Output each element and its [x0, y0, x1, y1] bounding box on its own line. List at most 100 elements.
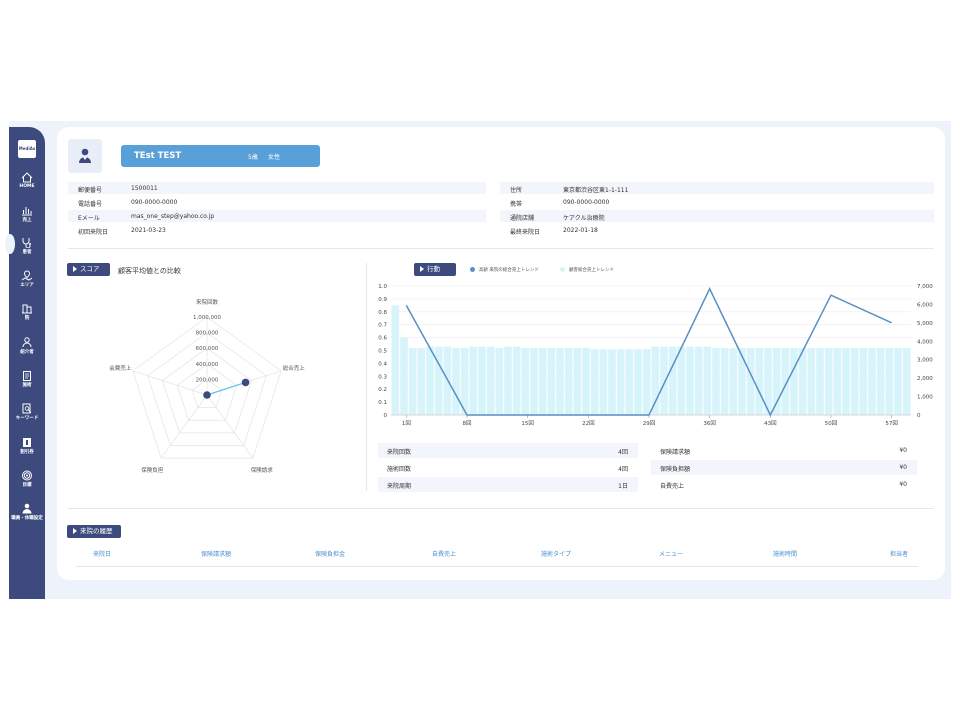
bar: [868, 347, 876, 415]
radar-axis-label: 会費売上: [109, 364, 132, 372]
sidebar-item-area[interactable]: エリア: [9, 270, 45, 288]
history-col-visit-date[interactable]: 来院日: [93, 551, 112, 558]
clipboard-icon: [23, 371, 31, 381]
bar: [720, 347, 729, 415]
info-value: 2022-01-18: [563, 227, 598, 234]
info-label: 郵便番号: [78, 187, 103, 194]
x-tick-label: 22回: [582, 420, 595, 427]
bar: [816, 347, 824, 415]
patient-sex: 女性: [268, 154, 281, 161]
sidebar-item-referrer[interactable]: 紹介者: [9, 337, 45, 355]
info-label: 住所: [510, 187, 523, 194]
y-left-tick-label: 0.2: [378, 387, 387, 393]
triangle-icon: [73, 266, 77, 272]
bar: [512, 346, 521, 415]
sidebar-item-goal[interactable]: 目標: [9, 470, 45, 488]
sidebar-item-coupon[interactable]: 割引券: [9, 437, 45, 455]
y-left-tick-label: 0: [384, 413, 388, 419]
bar: [772, 347, 781, 415]
sidebar-item-label: キーワード: [15, 416, 39, 421]
legend-trend-a: 高齢 来院の総合売上トレンド: [470, 267, 539, 273]
history-col-staff[interactable]: 担当者: [890, 551, 909, 558]
stat-label: 保険請求額: [660, 449, 691, 456]
bar: [590, 349, 599, 415]
stat-value: 4回: [618, 466, 628, 473]
bar: [686, 346, 694, 415]
bar: [755, 347, 764, 415]
app-logo: MediAs: [18, 140, 36, 158]
stat-row-insurance-burden: 保険負担額 ¥0: [651, 460, 917, 475]
bar-chart-icon: [22, 207, 32, 216]
radar-axis-label: 保険負担: [141, 466, 164, 474]
bar: [547, 347, 556, 415]
stat-label: 来院周期: [387, 483, 412, 490]
history-col-menu[interactable]: メニュー: [659, 551, 684, 558]
bar: [417, 347, 426, 415]
history-col-insurance-burden[interactable]: 保険負担金: [315, 551, 346, 558]
map-icon: [21, 270, 33, 281]
x-tick-label: 43回: [764, 420, 777, 427]
sidebar-item-home[interactable]: HOME: [9, 172, 45, 189]
bar: [824, 347, 833, 415]
history-col-treatment-type[interactable]: 施術タイプ: [541, 551, 572, 558]
radar-grid-ring: [147, 332, 267, 446]
bar: [521, 347, 530, 415]
sidebar-item-patients[interactable]: 患者: [9, 237, 45, 255]
bar: [894, 347, 902, 415]
x-tick-label: 29回: [643, 420, 656, 427]
bar: [608, 349, 616, 415]
bar: [902, 347, 911, 415]
bar: [842, 347, 850, 415]
bar: [694, 346, 703, 415]
bar: [833, 347, 842, 415]
y-right-tick-label: 5,000: [917, 321, 933, 327]
y-right-tick-label: 6,000: [917, 302, 933, 308]
history-col-self-pay[interactable]: 自費売上: [432, 551, 457, 558]
radar-chart: 200,000 400,000 600,000 800,000 1,000,000 来院回…: [109, 298, 305, 474]
bar: [434, 346, 443, 415]
x-tick-label: 36回: [703, 420, 716, 427]
bar: [781, 347, 790, 415]
y-left-tick-label: 1.0: [378, 284, 387, 290]
history-col-treatment-time[interactable]: 施術時間: [773, 551, 798, 558]
person-icon: [22, 337, 32, 348]
bar: [469, 346, 478, 415]
bar: [738, 347, 746, 415]
sidebar-item-staff-settings[interactable]: 職員・休職設定: [9, 503, 45, 521]
search-doc-icon: [22, 403, 32, 414]
history-tag-label: 来院の履歴: [80, 527, 113, 535]
sidebar-item-treatment[interactable]: 施術: [9, 370, 45, 388]
bar: [651, 346, 660, 415]
x-tick-label: 57回: [885, 420, 898, 427]
bar: [625, 349, 634, 415]
y-left-tick-label: 0.5: [378, 349, 387, 355]
patient-avatar: [68, 139, 102, 173]
bar: [790, 347, 798, 415]
stat-label: 自費売上: [660, 483, 685, 490]
y-left-tick-label: 0.1: [378, 400, 387, 406]
bar: [668, 346, 677, 415]
stat-label: 保険負担額: [660, 466, 691, 473]
sidebar-item-clinic[interactable]: 院: [9, 303, 45, 321]
radar-series-area: [206, 381, 246, 396]
y-right-tick-label: 7,000: [917, 284, 933, 290]
info-label: 通院店舗: [510, 215, 535, 222]
info-label: Eメール: [78, 215, 100, 222]
patient-name: TEst TEST: [134, 151, 182, 161]
stat-label: 施術回数: [387, 466, 412, 473]
sidebar-item-sales[interactable]: 売上: [9, 205, 45, 223]
stat-value: 4回: [618, 449, 628, 456]
bar: [573, 347, 582, 415]
stat-label: 来院回数: [387, 449, 412, 456]
activity-tag-label: 行動: [427, 265, 440, 273]
info-value: 1500011: [131, 185, 158, 192]
y-left-tick-label: 0.9: [378, 297, 387, 303]
legend-dot: [470, 267, 475, 272]
history-col-insurance-claim[interactable]: 保険請求額: [201, 551, 232, 558]
stat-value: ¥0: [899, 447, 907, 454]
bar: [460, 347, 469, 415]
radar-tick-label: 200,000: [196, 377, 219, 383]
sidebar-item-keyword[interactable]: キーワード: [9, 403, 45, 421]
divider: [68, 248, 934, 249]
sidebar: [9, 127, 45, 599]
